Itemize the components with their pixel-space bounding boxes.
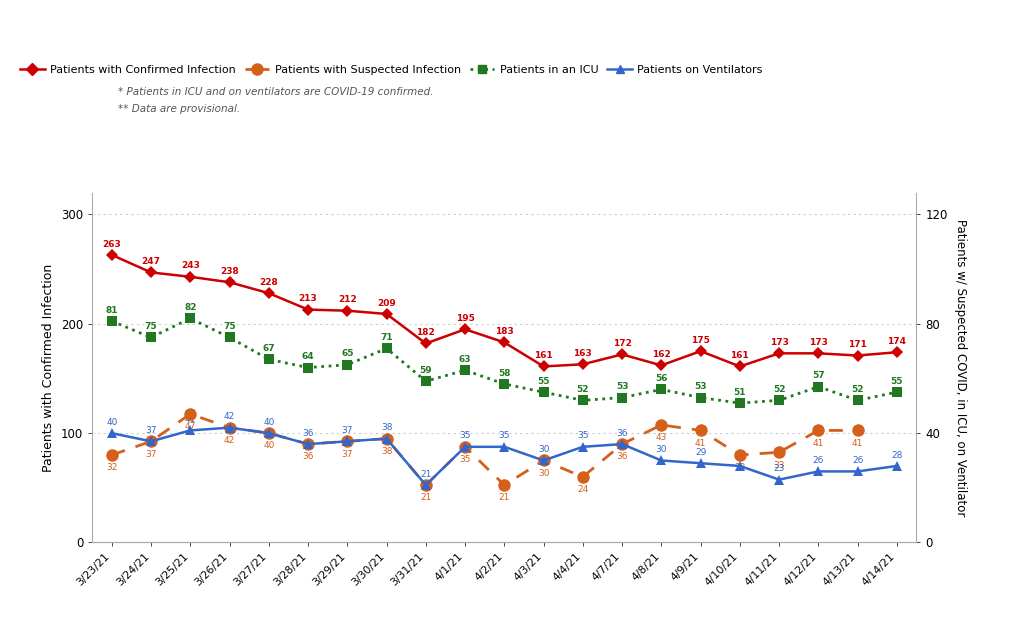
- Text: 32: 32: [734, 464, 745, 473]
- Text: 23: 23: [773, 464, 784, 473]
- Text: 28: 28: [734, 451, 745, 460]
- Text: 35: 35: [460, 431, 471, 440]
- Text: 42: 42: [224, 412, 236, 421]
- Text: 52: 52: [851, 385, 864, 394]
- Text: 55: 55: [538, 377, 550, 386]
- Text: 43: 43: [655, 433, 667, 442]
- Text: 52: 52: [773, 385, 785, 394]
- Text: 33: 33: [773, 460, 784, 469]
- Text: 238: 238: [220, 267, 239, 276]
- Text: 172: 172: [612, 339, 632, 348]
- Text: 174: 174: [888, 337, 906, 346]
- Text: 30: 30: [538, 469, 549, 478]
- Text: 247: 247: [141, 257, 161, 266]
- Text: 38: 38: [381, 447, 392, 456]
- Text: 29: 29: [695, 448, 707, 457]
- Text: ** Data are provisional.: ** Data are provisional.: [118, 104, 240, 114]
- Text: 57: 57: [812, 371, 824, 380]
- Text: 40: 40: [263, 418, 274, 427]
- Text: 40: 40: [106, 418, 118, 427]
- Text: 63: 63: [459, 355, 471, 364]
- Text: 81: 81: [105, 306, 118, 315]
- Text: 183: 183: [495, 327, 514, 336]
- Text: 212: 212: [338, 295, 356, 304]
- Text: 36: 36: [302, 453, 313, 462]
- Text: 37: 37: [145, 449, 157, 458]
- Text: 173: 173: [770, 338, 788, 347]
- Text: 37: 37: [145, 426, 157, 435]
- Text: 59: 59: [420, 366, 432, 375]
- Text: 47: 47: [184, 422, 196, 431]
- Text: 35: 35: [460, 455, 471, 464]
- Text: 64: 64: [302, 352, 314, 361]
- Text: 161: 161: [535, 351, 553, 360]
- Text: 28: 28: [891, 451, 902, 460]
- Text: 243: 243: [181, 261, 200, 270]
- Text: 162: 162: [652, 350, 671, 359]
- Text: 171: 171: [848, 340, 867, 349]
- Text: 41: 41: [184, 415, 196, 424]
- Text: 32: 32: [106, 464, 118, 473]
- Text: 41: 41: [852, 438, 863, 447]
- Text: 53: 53: [694, 382, 707, 391]
- Text: 82: 82: [184, 303, 197, 312]
- Text: * Patients in ICU and on ventilators are COVID-19 confirmed.: * Patients in ICU and on ventilators are…: [118, 87, 433, 97]
- Text: 58: 58: [498, 369, 511, 377]
- Text: 36: 36: [302, 429, 313, 438]
- Text: 75: 75: [223, 322, 236, 331]
- Text: 26: 26: [852, 456, 863, 465]
- Text: 30: 30: [538, 445, 549, 454]
- Text: 209: 209: [377, 299, 396, 308]
- Text: 53: 53: [615, 382, 629, 391]
- Text: 173: 173: [809, 338, 827, 347]
- Text: 213: 213: [299, 294, 317, 303]
- Text: 263: 263: [102, 239, 121, 248]
- Legend: Patients with Confirmed Infection, Patients with Suspected Infection, Patients i: Patients with Confirmed Infection, Patie…: [15, 60, 767, 79]
- Text: 195: 195: [456, 314, 474, 323]
- Y-axis label: Patients w/ Suspected COVID, in ICU, on Ventilator: Patients w/ Suspected COVID, in ICU, on …: [954, 219, 968, 516]
- Text: 182: 182: [417, 328, 435, 337]
- Text: 21: 21: [420, 470, 431, 479]
- Text: 175: 175: [691, 336, 710, 345]
- Text: 36: 36: [616, 453, 628, 462]
- Text: 163: 163: [573, 349, 592, 358]
- Text: 75: 75: [144, 322, 158, 331]
- Text: 161: 161: [730, 351, 750, 360]
- Text: 228: 228: [259, 278, 279, 287]
- Text: 37: 37: [342, 449, 353, 458]
- Text: 30: 30: [655, 445, 667, 454]
- Text: 21: 21: [420, 493, 431, 502]
- Text: 41: 41: [813, 438, 824, 447]
- Text: 21: 21: [499, 493, 510, 502]
- Text: 35: 35: [578, 431, 589, 440]
- Text: 41: 41: [695, 438, 707, 447]
- Text: 40: 40: [263, 442, 274, 451]
- Text: 67: 67: [262, 344, 275, 353]
- Text: 56: 56: [655, 374, 668, 383]
- Text: 35: 35: [499, 431, 510, 440]
- Text: 36: 36: [616, 429, 628, 438]
- Text: 38: 38: [381, 423, 392, 432]
- Text: 24: 24: [578, 485, 589, 494]
- Text: 55: 55: [891, 377, 903, 386]
- Text: 71: 71: [380, 333, 393, 342]
- Text: 51: 51: [733, 388, 746, 397]
- Text: 65: 65: [341, 349, 353, 358]
- Text: 26: 26: [813, 456, 824, 465]
- Text: 37: 37: [342, 426, 353, 435]
- Text: 52: 52: [577, 385, 589, 394]
- Text: COVID-19 Hospitalizations Reported by MS Hospitals, 3/25/21-4/14/21 *,**: COVID-19 Hospitalizations Reported by MS…: [12, 22, 792, 41]
- Y-axis label: Patients with Confirmed Infection: Patients with Confirmed Infection: [42, 263, 55, 472]
- Text: 42: 42: [224, 436, 236, 445]
